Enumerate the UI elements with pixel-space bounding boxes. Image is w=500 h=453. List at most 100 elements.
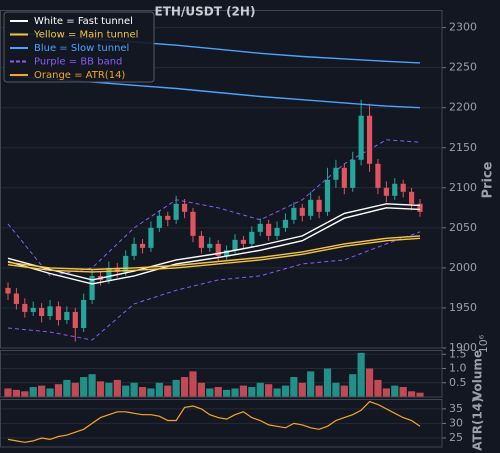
- indicator-line: [7, 203, 421, 281]
- y-tick-label: 35: [449, 402, 463, 415]
- legend-label: Purple = BB band: [34, 57, 122, 68]
- volume-bar: [147, 388, 155, 397]
- candle-body: [123, 255, 129, 272]
- indicator-line: [7, 235, 421, 271]
- price-axis-label: Price: [481, 161, 496, 198]
- volume-bar: [223, 389, 231, 397]
- legend-label: Orange = ATR(14): [34, 70, 125, 81]
- indicator-line: [7, 207, 421, 285]
- chart-title: ETH/USDT (2H): [155, 5, 256, 19]
- indicator-line: [7, 231, 421, 341]
- legend: White = Fast tunnel Yellow = Main tunnel B…: [3, 11, 155, 83]
- atr-line: [7, 400, 421, 443]
- candle-body: [316, 199, 322, 212]
- candle-body: [89, 275, 95, 300]
- y-tick-label: 1950: [449, 301, 477, 314]
- volume-bar: [281, 385, 290, 397]
- price-panel-frame: [0, 10, 443, 349]
- y-tick-label: 25: [449, 431, 463, 444]
- volume-bar: [164, 385, 172, 397]
- candle-body: [274, 227, 280, 236]
- volume-bar: [340, 385, 348, 397]
- volume-bar: [155, 382, 163, 397]
- volume-bar: [46, 388, 54, 397]
- candle-body: [173, 203, 179, 220]
- candle-body: [333, 167, 339, 180]
- volume-bar: [239, 385, 248, 397]
- candle-body: [249, 231, 255, 244]
- candle-body: [375, 163, 381, 188]
- volume-bar: [54, 384, 63, 397]
- candle-body: [350, 159, 356, 188]
- candle-body: [39, 307, 45, 316]
- y-tick-label: 30: [449, 416, 463, 429]
- volume-bar: [399, 387, 407, 397]
- candle-body: [5, 287, 11, 294]
- candle-body: [266, 223, 272, 236]
- legend-label: Blue = Slow tunnel: [34, 43, 129, 54]
- y-tick-label: 2250: [449, 61, 477, 74]
- volume-bar: [391, 385, 399, 397]
- volume-axis-label: Volume: [471, 350, 485, 400]
- candle-body: [358, 115, 364, 160]
- candle-body: [106, 267, 112, 280]
- volume-bar: [265, 384, 273, 397]
- volume-bar: [197, 382, 205, 397]
- volume-bar: [307, 371, 315, 397]
- candle-body: [47, 306, 53, 316]
- volume-bar: [382, 388, 390, 397]
- indicator-line: [7, 237, 421, 273]
- y-tick-label: 1.0: [449, 362, 467, 375]
- volume-bar: [349, 374, 357, 397]
- candle-body: [114, 267, 120, 272]
- candle-body: [207, 243, 213, 248]
- volume-bar: [206, 388, 214, 397]
- atr-panel-frame: [0, 399, 443, 448]
- candle-body: [64, 311, 70, 320]
- candle-body: [282, 219, 289, 228]
- y-tick-label: 2300: [449, 21, 477, 34]
- volume-bar: [290, 377, 298, 397]
- candle-body: [215, 243, 221, 256]
- candle-body: [240, 239, 247, 244]
- volume-bar: [113, 379, 121, 397]
- candle-body: [408, 191, 415, 204]
- volume-bar: [374, 379, 382, 397]
- candle-body: [232, 239, 238, 251]
- volume-bar: [12, 389, 21, 397]
- legend-label: Yellow = Main tunnel: [33, 30, 138, 41]
- candle-body: [198, 235, 204, 248]
- candle-body: [22, 303, 28, 312]
- volume-bar: [248, 387, 256, 397]
- volume-bar: [298, 382, 306, 397]
- volume-bar: [407, 391, 416, 397]
- volume-bar: [63, 379, 71, 397]
- y-tick-label: 2150: [449, 141, 477, 154]
- volume-bar: [88, 374, 96, 397]
- candle-body: [224, 250, 230, 256]
- candle-body: [341, 167, 347, 188]
- volume-bar: [122, 385, 130, 397]
- volume-bar: [231, 388, 239, 397]
- candle-body: [190, 211, 196, 236]
- candle-body: [308, 199, 314, 216]
- candle-body: [392, 183, 398, 196]
- candle-body: [257, 223, 263, 232]
- candle-body: [139, 243, 146, 248]
- volume-bar: [138, 387, 147, 397]
- volume-bar: [256, 382, 264, 397]
- volume-offset-label: 10⁶: [477, 334, 490, 353]
- volume-bar: [38, 385, 46, 397]
- candle-body: [417, 203, 423, 212]
- legend-label: White = Fast tunnel: [34, 16, 133, 27]
- volume-bar: [80, 377, 88, 397]
- volume-bar: [273, 388, 281, 397]
- volume-bar: [96, 381, 105, 397]
- volume-bar: [105, 382, 113, 397]
- volume-bar: [21, 391, 29, 397]
- candle-body: [81, 299, 87, 328]
- atr-axis-label: ATR(14): [471, 397, 485, 450]
- volume-bar: [357, 352, 365, 397]
- legend-box: [3, 11, 155, 83]
